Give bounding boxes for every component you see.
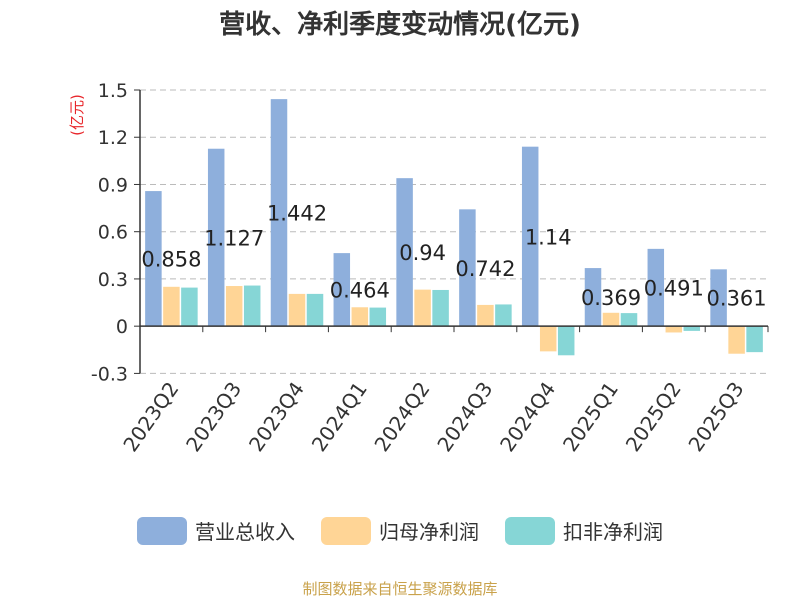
bar-deducted-profit (181, 287, 198, 327)
bar-net-profit (728, 326, 745, 354)
bar-revenue (584, 268, 602, 327)
category-label: 2025Q2 (621, 377, 686, 456)
bar-revenue (207, 148, 225, 327)
bar-revenue (145, 191, 162, 327)
data-label: 0.361 (707, 287, 767, 311)
bar-deducted-profit (746, 326, 763, 353)
bar-deducted-profit (683, 326, 701, 331)
bar-net-profit (351, 307, 369, 327)
y-tick-label: 1.2 (98, 127, 128, 149)
category-label: 2025Q3 (684, 377, 749, 456)
data-label: 0.369 (581, 286, 641, 310)
bar-net-profit (225, 286, 243, 327)
y-axis-ticks: -0.3 0 0.3 0.6 0.9 1.2 1.5 (91, 80, 140, 385)
grid-lines (140, 89, 768, 374)
bar-net-profit (539, 326, 557, 352)
category-label: 2024Q4 (495, 377, 560, 456)
bar-revenue (710, 269, 727, 327)
data-label: 0.858 (141, 248, 201, 272)
bar-deducted-profit (557, 326, 575, 356)
y-tick-label: 0.9 (98, 174, 128, 196)
legend-item-revenue[interactable]: 营业总收入 (137, 516, 295, 545)
bar-net-profit (602, 312, 620, 327)
bar-deducted-profit (243, 285, 261, 327)
bar-net-profit (163, 286, 180, 327)
category-label: 2024Q2 (370, 377, 435, 456)
bar-net-profit (665, 326, 683, 333)
legend-swatch-deducted-profit (505, 516, 555, 545)
y-axis-unit-label: (亿元) (68, 94, 86, 136)
bar-deducted-profit (432, 289, 449, 327)
legend-swatch-net-profit (321, 516, 371, 545)
data-label: 0.464 (330, 279, 390, 303)
legend: 营业总收入 归母净利润 扣非净利润 (0, 516, 800, 545)
axes (139, 90, 769, 374)
bar-net-profit (288, 293, 306, 327)
bar-revenue (270, 99, 288, 327)
legend-label-deducted-profit: 扣非净利润 (563, 520, 663, 544)
bars (145, 99, 763, 356)
y-tick-label: 1.5 (98, 80, 128, 102)
bar-revenue (459, 209, 476, 327)
category-label: 2023Q2 (118, 377, 183, 456)
bar-deducted-profit (306, 293, 324, 327)
data-label: 0.94 (399, 241, 446, 265)
y-tick-label: 0 (116, 316, 128, 338)
legend-item-deducted-profit[interactable]: 扣非净利润 (505, 516, 663, 545)
chart-title: 营收、净利季度变动情况(亿元) (219, 10, 581, 40)
data-label: 0.742 (455, 257, 515, 281)
bar-revenue (396, 178, 413, 327)
bar-net-profit (414, 289, 431, 327)
y-tick-label: 0.6 (98, 222, 128, 244)
legend-item-net-profit[interactable]: 归母净利润 (321, 516, 479, 545)
bar-net-profit (477, 304, 494, 327)
data-label: 1.442 (267, 202, 327, 226)
bar-deducted-profit (495, 304, 512, 327)
category-label: 2024Q3 (432, 377, 497, 456)
data-label: 1.14 (525, 225, 572, 249)
y-tick-label: 0.3 (98, 269, 128, 291)
data-label: 0.491 (644, 277, 704, 301)
legend-label-revenue: 营业总收入 (195, 520, 295, 544)
legend-swatch-revenue (137, 516, 187, 545)
bar-revenue (333, 253, 351, 327)
legend-label-net-profit: 归母净利润 (379, 520, 479, 544)
y-tick-label: -0.3 (91, 363, 128, 385)
bar-revenue (647, 248, 665, 327)
x-axis-ticks: 2023Q22023Q32023Q42024Q12024Q22024Q32024… (118, 377, 748, 456)
bar-deducted-profit (620, 313, 638, 327)
data-label: 1.127 (204, 226, 264, 250)
bar-deducted-profit (369, 307, 387, 327)
category-label: 2023Q4 (244, 377, 309, 456)
bar-revenue (521, 146, 539, 327)
data-source-note: 制图数据来自恒生聚源数据库 (302, 580, 498, 598)
category-label: 2025Q1 (558, 377, 623, 456)
category-label: 2023Q3 (181, 377, 246, 456)
category-label: 2024Q1 (307, 377, 372, 456)
